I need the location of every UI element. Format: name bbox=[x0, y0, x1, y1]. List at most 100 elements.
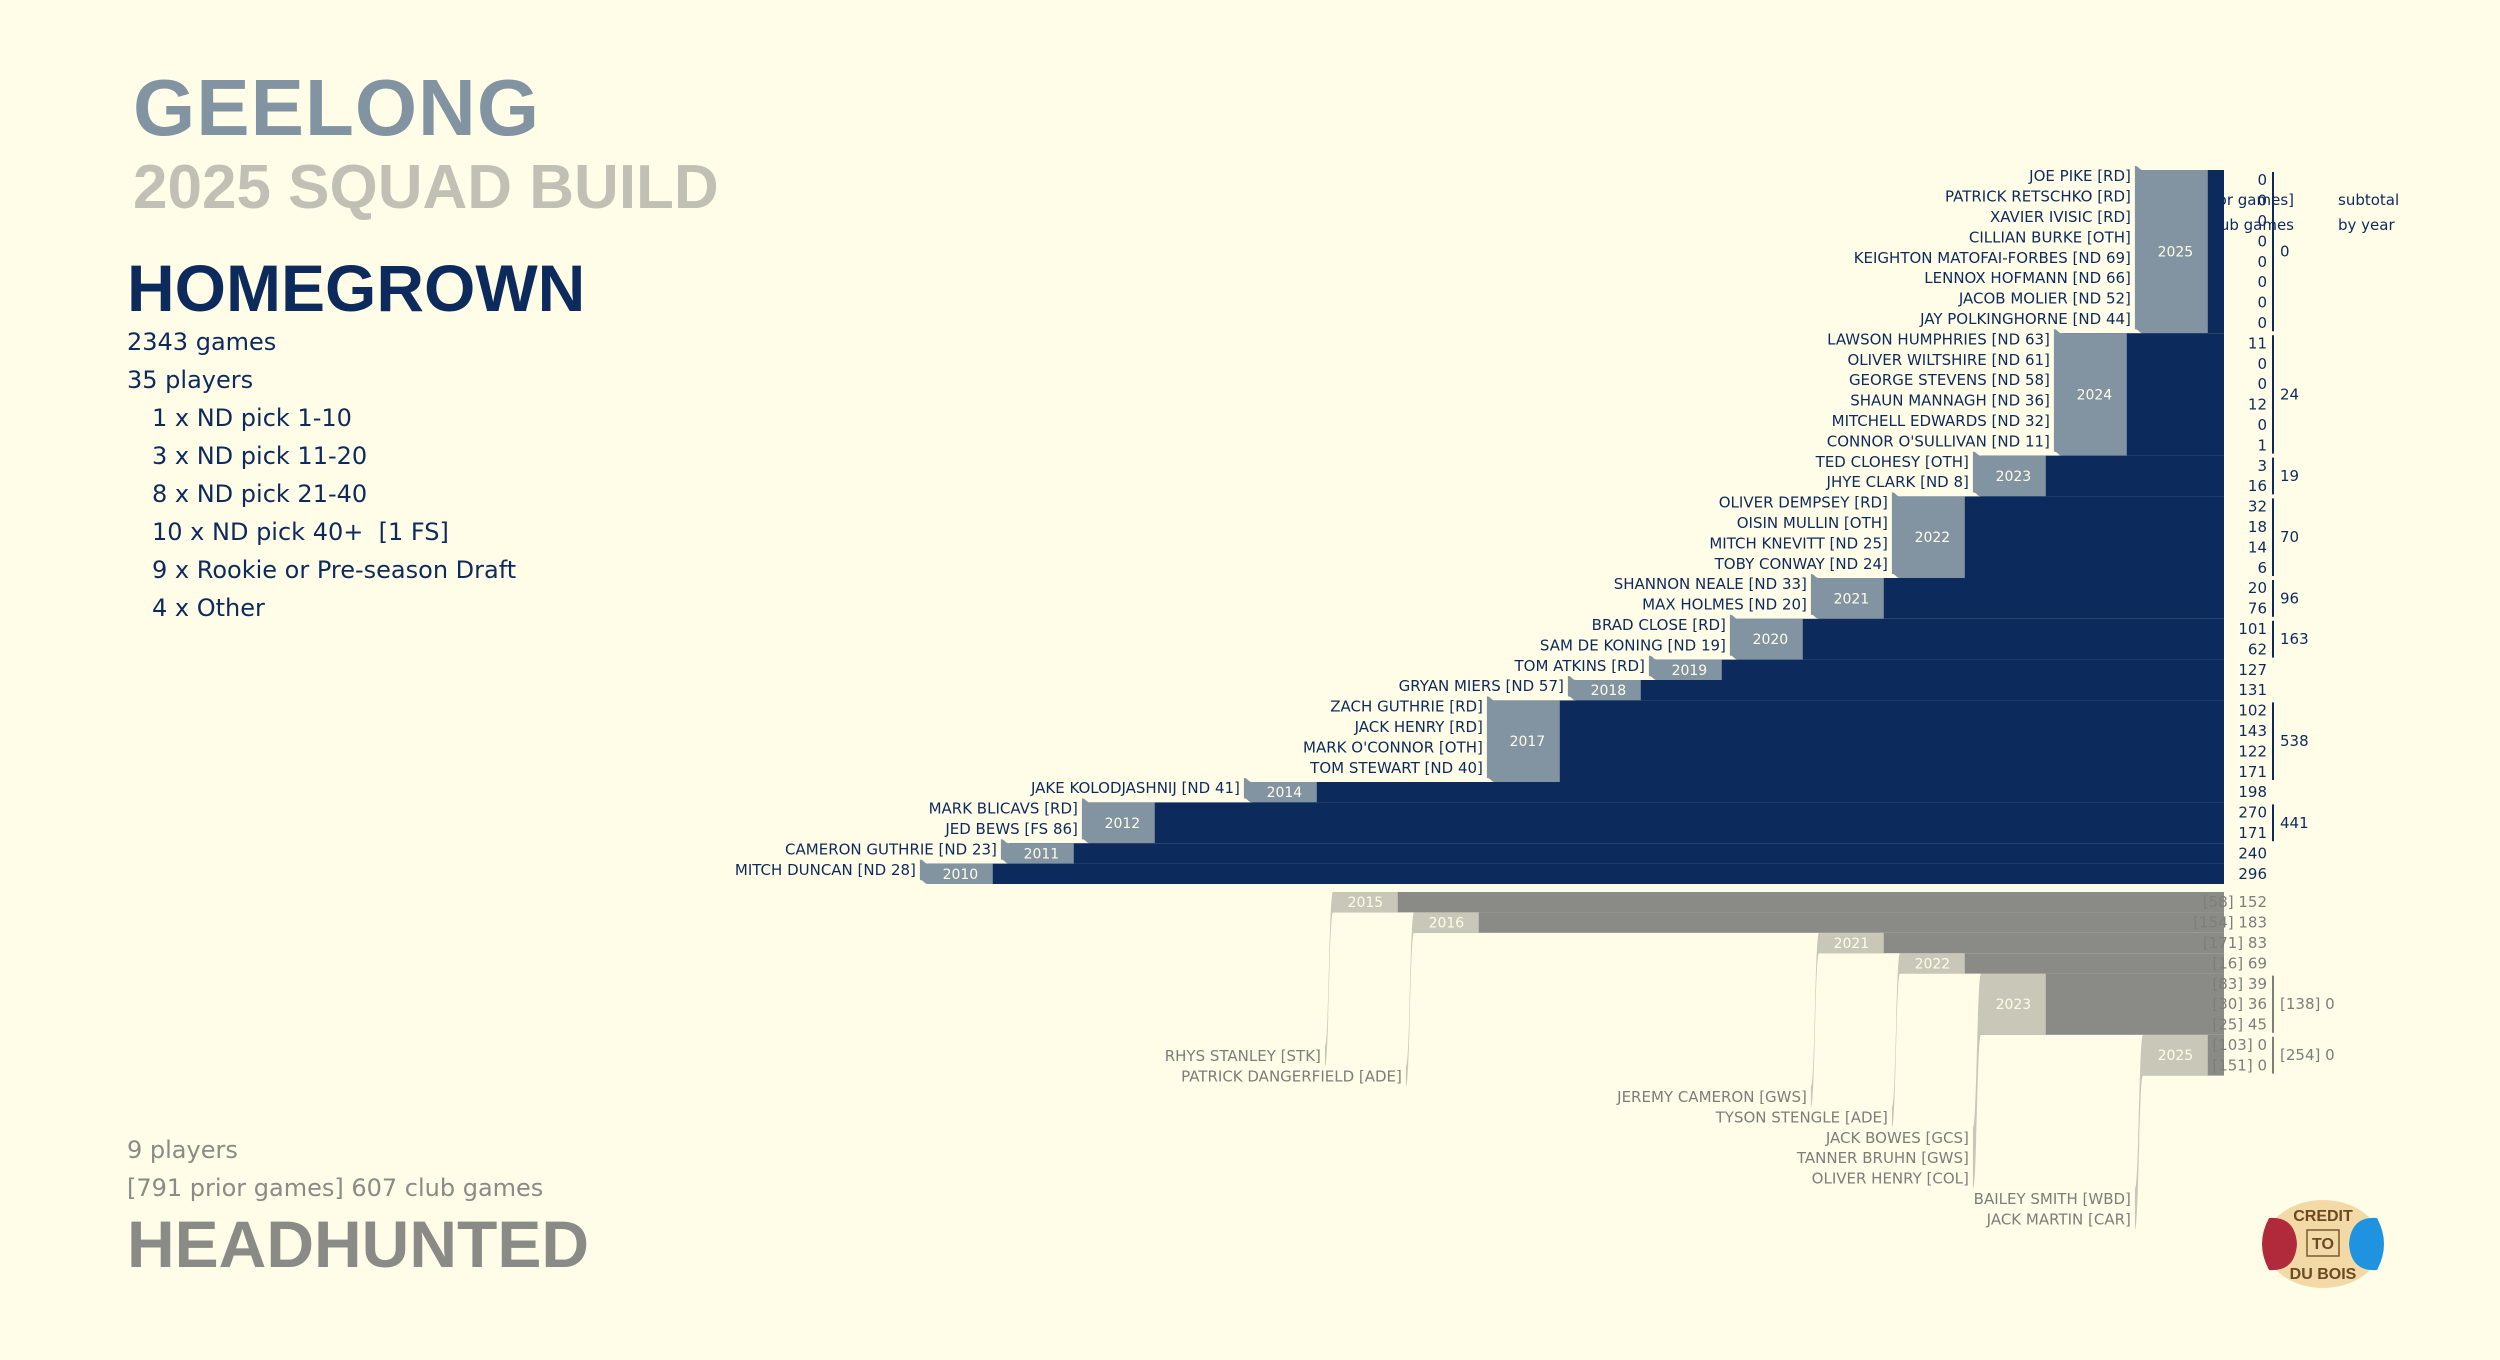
flow-band bbox=[1648, 655, 1657, 680]
homegrown-pick-stat: 8 x ND pick 21-40 bbox=[152, 480, 368, 508]
year-bar bbox=[1657, 659, 2224, 680]
games-value: 0 bbox=[2257, 375, 2267, 393]
year-bar bbox=[1738, 618, 2224, 660]
flow-band bbox=[1000, 839, 1009, 864]
subtotal-value: 24 bbox=[2280, 385, 2299, 403]
games-value: 0 bbox=[2257, 253, 2267, 271]
homegrown-pick-stat: 3 x ND pick 11-20 bbox=[152, 442, 368, 470]
year-node bbox=[1576, 680, 1641, 701]
logo-line3: DU BOIS bbox=[2290, 1266, 2357, 1283]
games-value: 240 bbox=[2238, 844, 2267, 862]
year-label: 2021 bbox=[1834, 936, 1870, 952]
games-value: 0 bbox=[2257, 294, 2267, 312]
flow-band bbox=[1243, 778, 1252, 803]
year-bar bbox=[1495, 700, 2224, 782]
year-label: 2025 bbox=[2158, 245, 2194, 261]
games-value: 131 bbox=[2238, 681, 2267, 699]
year-bar bbox=[1900, 953, 2224, 974]
homegrown-rookie-stat: 9 x Rookie or Pre-season Draft bbox=[152, 556, 517, 584]
games-value: 143 bbox=[2238, 722, 2267, 740]
subtotal-value: 0 bbox=[2280, 243, 2290, 261]
player-label: TYSON STENGLE [ADE] bbox=[1715, 1108, 1888, 1126]
year-label: 2016 bbox=[1429, 916, 1465, 932]
subtotal-value: [138] 0 bbox=[2280, 995, 2335, 1013]
player-label: JED BEWS [FS 86] bbox=[944, 820, 1078, 838]
year-label: 2010 bbox=[943, 867, 979, 883]
chart-subtitle: 2025 SQUAD BUILD bbox=[133, 153, 719, 222]
subtotal-header-line2: by year bbox=[2338, 216, 2395, 234]
games-value: [83] 39 bbox=[2212, 975, 2267, 993]
year-bar bbox=[1414, 912, 2224, 933]
player-label: GEORGE STEVENS [ND 58] bbox=[1849, 371, 2050, 389]
flow-band bbox=[2134, 166, 2143, 334]
flow-band bbox=[1891, 953, 1900, 1128]
games-value: [30] 36 bbox=[2212, 995, 2267, 1013]
year-node bbox=[928, 863, 993, 884]
year-label: 2011 bbox=[1024, 846, 1060, 862]
games-value: 198 bbox=[2238, 783, 2267, 801]
games-value: 0 bbox=[2257, 416, 2267, 434]
games-value: 171 bbox=[2238, 824, 2267, 842]
year-node bbox=[1900, 953, 1965, 974]
player-label: SHAUN MANNAGH [ND 36] bbox=[1850, 392, 2050, 410]
games-value: [16] 69 bbox=[2212, 954, 2267, 972]
flow-band bbox=[1081, 798, 1090, 844]
flow-band bbox=[2134, 1034, 2143, 1230]
player-label: CONNOR O'SULLIVAN [ND 11] bbox=[1827, 432, 2050, 450]
year-bar bbox=[1252, 782, 2224, 803]
player-label: OLIVER DEMPSEY [RD] bbox=[1719, 494, 1888, 512]
homegrown-title: HOMEGROWN bbox=[127, 251, 586, 325]
player-label: JACK MARTIN [CAR] bbox=[1986, 1210, 2131, 1228]
player-label: JACK HENRY [RD] bbox=[1354, 718, 1483, 736]
player-label: CILLIAN BURKE [OTH] bbox=[1969, 228, 2131, 246]
games-value: 20 bbox=[2248, 579, 2267, 597]
player-label: PATRICK DANGERFIELD [ADE] bbox=[1181, 1068, 1402, 1086]
games-value: 102 bbox=[2238, 702, 2267, 720]
headhunted-title: HEADHUNTED bbox=[127, 1207, 589, 1281]
year-bar bbox=[1090, 802, 2224, 844]
games-value: 0 bbox=[2257, 232, 2267, 250]
homegrown-games-stat: 2343 games bbox=[127, 328, 277, 356]
year-node bbox=[1900, 496, 1965, 578]
flow-band bbox=[1405, 912, 1414, 1087]
year-label: 2020 bbox=[1753, 632, 1789, 648]
player-label: JACK BOWES [GCS] bbox=[1825, 1129, 1969, 1147]
year-label: 2025 bbox=[2158, 1048, 2194, 1064]
games-value: 14 bbox=[2248, 538, 2267, 556]
flow-band bbox=[1729, 614, 1738, 660]
flow-band bbox=[1972, 973, 1981, 1189]
games-value: 0 bbox=[2257, 273, 2267, 291]
player-label: TOM ATKINS [RD] bbox=[1514, 657, 1645, 675]
logo-line1: CREDIT bbox=[2293, 1208, 2353, 1225]
games-value: [103] 0 bbox=[2212, 1036, 2267, 1054]
year-label: 2023 bbox=[1996, 997, 2032, 1013]
player-label: JACOB MOLIER [ND 52] bbox=[1958, 290, 2131, 308]
year-node bbox=[1414, 912, 1479, 933]
games-value: [171] 83 bbox=[2203, 934, 2267, 952]
games-value: [154] 183 bbox=[2193, 914, 2267, 932]
year-node bbox=[1009, 843, 1074, 864]
games-value: [58] 152 bbox=[2203, 893, 2267, 911]
homegrown-other-stat: 4 x Other bbox=[152, 594, 265, 622]
games-value: [151] 0 bbox=[2212, 1056, 2267, 1074]
year-label: 2021 bbox=[1834, 591, 1870, 607]
subtotal-value: 19 bbox=[2280, 467, 2299, 485]
flow-band bbox=[919, 859, 928, 884]
year-label: 2022 bbox=[1915, 956, 1951, 972]
player-label: SHANNON NEALE [ND 33] bbox=[1614, 575, 1807, 593]
logo-line2: TO bbox=[2312, 1236, 2334, 1253]
player-label: BAILEY SMITH [WBD] bbox=[1974, 1190, 2131, 1208]
player-label: OLIVER WILTSHIRE [ND 61] bbox=[1847, 351, 2049, 369]
player-label: LAWSON HUMPHRIES [ND 63] bbox=[1827, 330, 2050, 348]
games-value: 62 bbox=[2248, 640, 2267, 658]
subtotal-value: [254] 0 bbox=[2280, 1046, 2335, 1064]
player-label: OLIVER HENRY [COL] bbox=[1812, 1170, 1969, 1188]
homegrown-pick-stat: 1 x ND pick 1-10 bbox=[152, 404, 352, 432]
year-label: 2023 bbox=[1996, 469, 2032, 485]
player-label: CAMERON GUTHRIE [ND 23] bbox=[785, 840, 997, 858]
games-value: 0 bbox=[2257, 355, 2267, 373]
headhunted-players-stat: 9 players bbox=[127, 1136, 238, 1164]
player-label: TOM STEWART [ND 40] bbox=[1309, 759, 1483, 777]
chart-title: GEELONG bbox=[133, 63, 541, 152]
player-label: GRYAN MIERS [ND 57] bbox=[1399, 677, 1564, 695]
